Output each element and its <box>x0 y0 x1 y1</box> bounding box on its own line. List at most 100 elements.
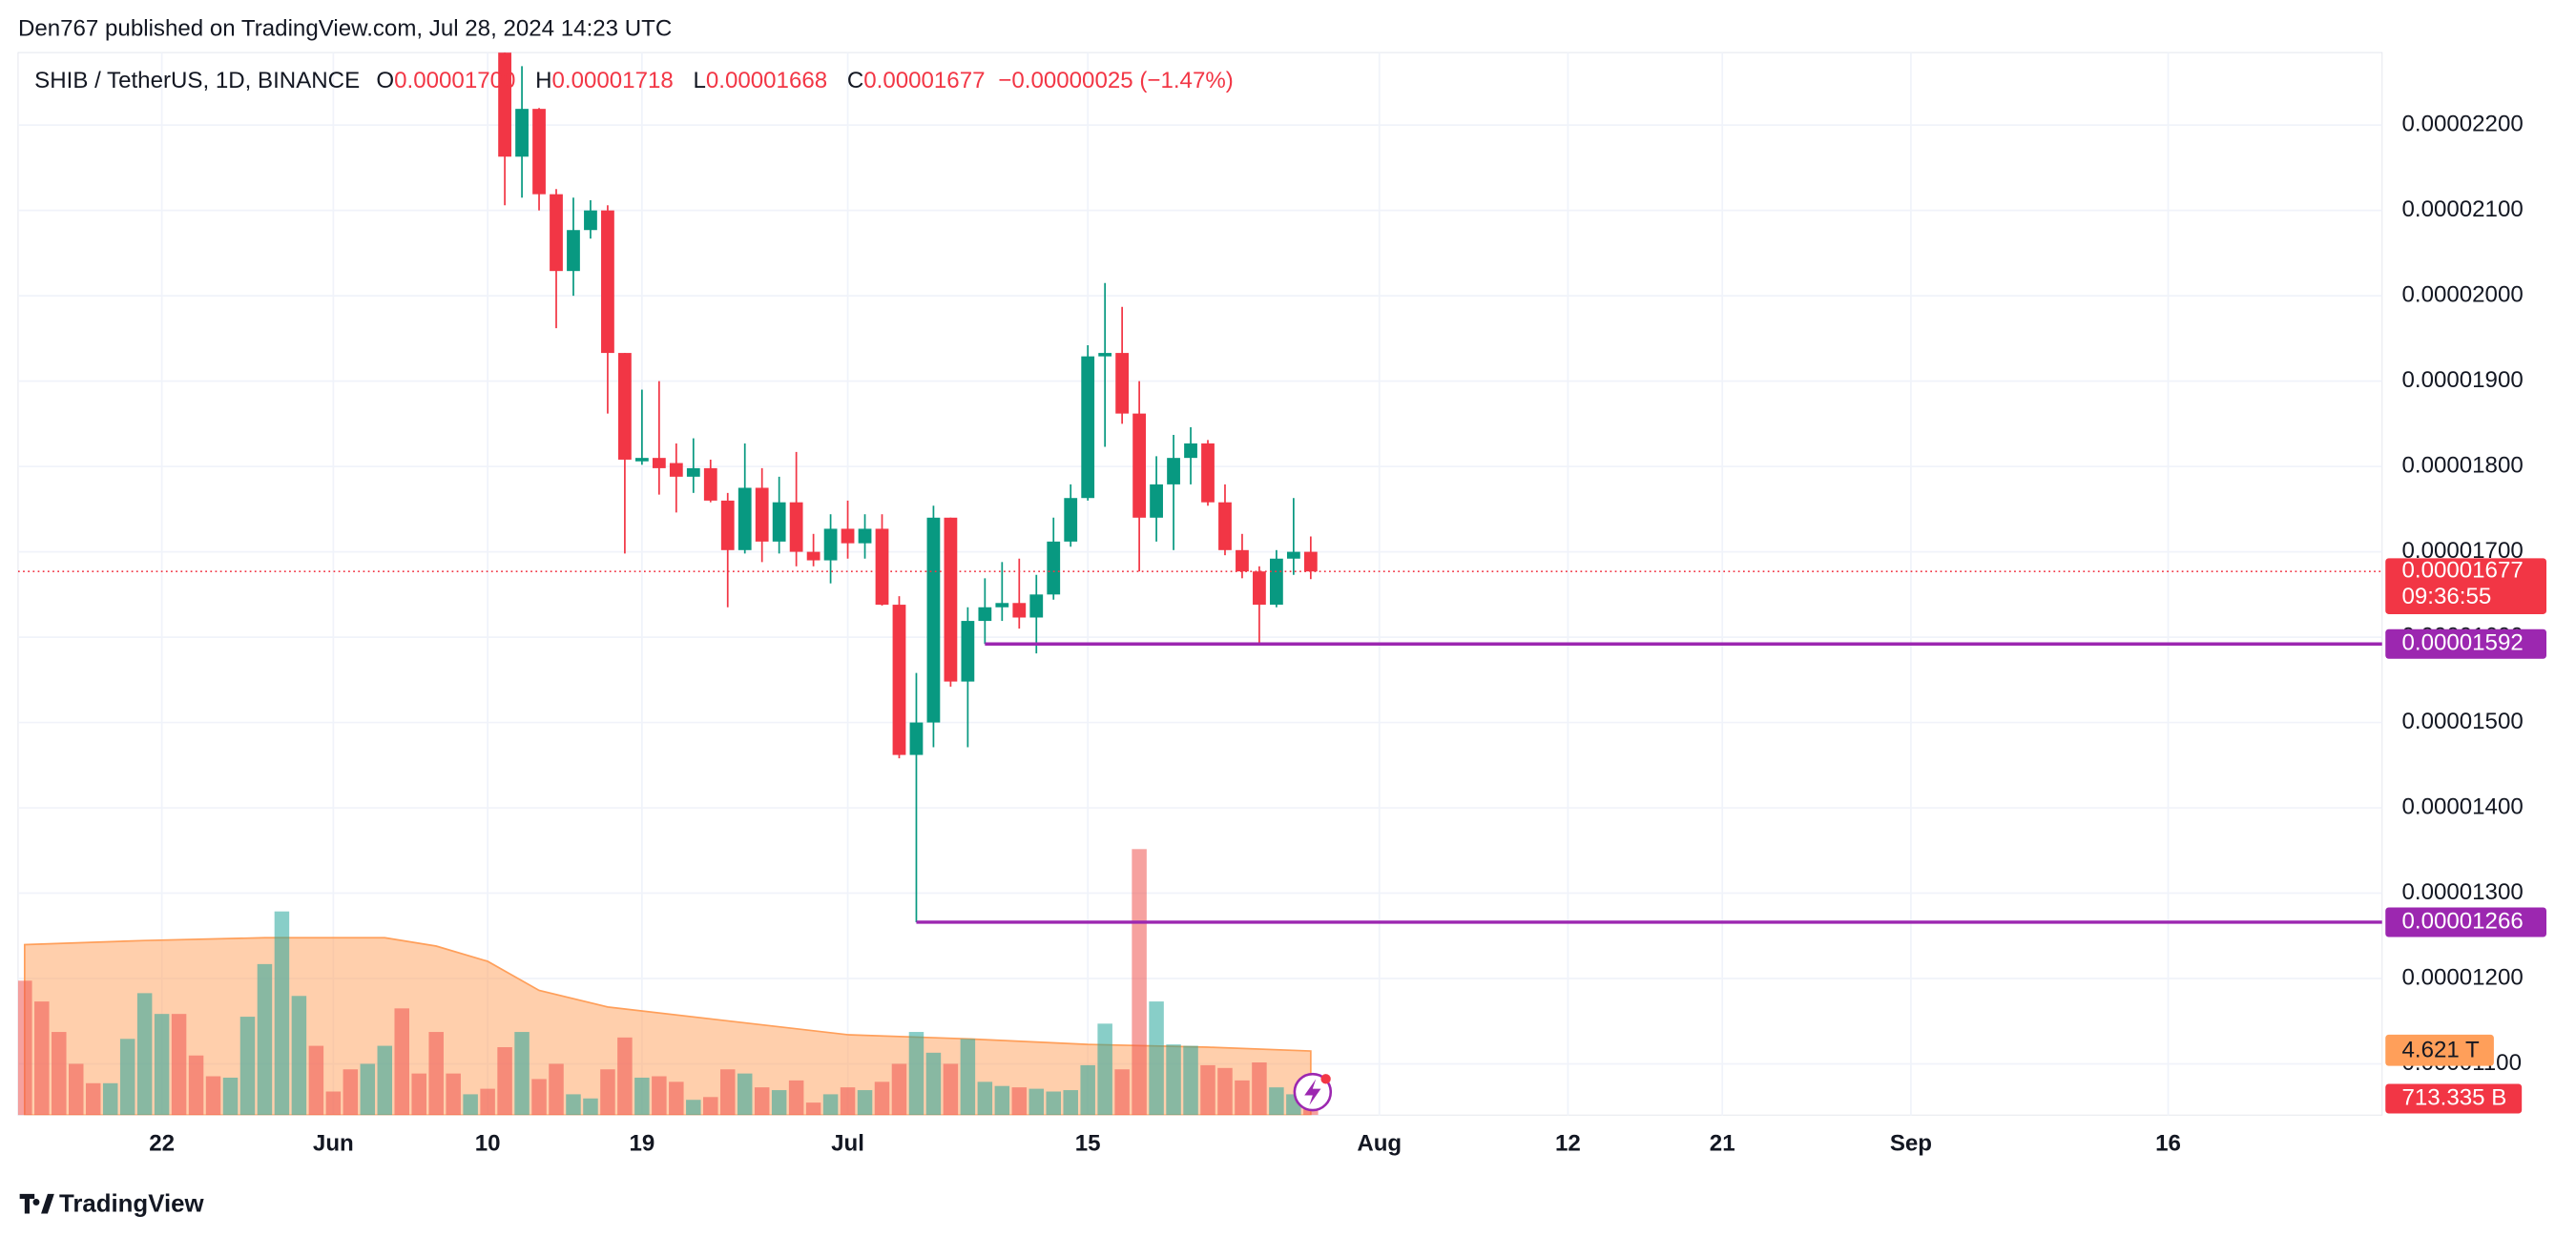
volume-bar <box>428 1032 444 1116</box>
volume-bar <box>1149 1001 1164 1116</box>
candle-body <box>978 607 992 622</box>
candle-body <box>669 463 683 477</box>
candle-body <box>720 500 735 550</box>
volume-bar <box>719 1069 736 1116</box>
volume-bar <box>85 1082 101 1116</box>
volume-bar <box>1011 1087 1028 1116</box>
volume-bar <box>840 1087 856 1116</box>
candle-body <box>634 458 649 462</box>
candle-body <box>567 230 580 272</box>
legend-key: C <box>847 68 863 93</box>
volume-bar <box>908 1032 924 1116</box>
candle-body <box>995 603 1009 608</box>
candle-body <box>737 487 752 550</box>
candle-body <box>944 517 958 682</box>
volume-bar <box>136 993 153 1116</box>
volume-bar <box>1166 1044 1181 1116</box>
volume-last-box <box>2385 1083 2523 1114</box>
legend-value: 0.00001718 <box>551 68 673 93</box>
candle-body <box>1286 551 1300 559</box>
candle-body <box>1270 558 1283 606</box>
volume-bar <box>703 1097 718 1116</box>
legend-value: 0.00001700 <box>394 68 515 93</box>
volume-bar <box>771 1090 787 1116</box>
volume-bar <box>1235 1080 1250 1116</box>
candle-body <box>584 210 597 231</box>
volume-bar <box>394 1008 409 1116</box>
y-tick-label: 0.00001900 <box>2401 367 2523 393</box>
overlay: 22Jun1019Jul15Aug1221Sep160.000011000.00… <box>149 112 2547 1157</box>
countdown-label: 09:36:55 <box>2401 584 2491 609</box>
volume-bar <box>925 1052 942 1116</box>
candle-body <box>601 210 614 354</box>
legend-change: −0.00000025 (−1.47%) <box>998 68 1234 93</box>
volume-bar <box>69 1063 84 1116</box>
volume-bar <box>1028 1088 1045 1116</box>
volume-bar <box>222 1077 239 1116</box>
level-label-box <box>2385 907 2547 937</box>
volume-bar <box>822 1094 839 1116</box>
candle-body <box>1253 571 1266 606</box>
x-tick-label: 10 <box>475 1131 501 1157</box>
volume-bar <box>274 911 290 1116</box>
candle-body <box>1047 541 1061 595</box>
candle-body <box>498 52 511 157</box>
volume-bar <box>1252 1062 1267 1116</box>
volume-bar <box>960 1039 976 1116</box>
candle-body <box>515 109 529 157</box>
x-tick-label: 12 <box>1555 1131 1581 1157</box>
attribution: Den767 published on TradingView.com, Jul… <box>18 15 672 41</box>
volume-bar <box>325 1091 342 1116</box>
x-tick-label: 19 <box>629 1131 654 1157</box>
legend-key: H <box>535 68 551 93</box>
current-price-box <box>2385 558 2547 614</box>
volume-bar <box>17 980 32 1116</box>
alert-icon <box>1293 1072 1333 1112</box>
current-price-label: 0.00001677 <box>2401 558 2523 584</box>
candle-body <box>1081 356 1095 499</box>
legend: SHIB / TetherUS, 1D, BINANCE O0.00001700 H… <box>34 68 1234 93</box>
y-tick-label: 0.00002000 <box>2401 281 2523 307</box>
volume-bar <box>257 963 273 1116</box>
volume-bar <box>549 1063 564 1116</box>
volume-bar <box>119 1039 135 1116</box>
candle-body <box>532 109 546 195</box>
level-label: 0.00001266 <box>2401 908 2523 934</box>
y-tick-label: 0.00001500 <box>2401 709 2523 734</box>
volume-bar <box>891 1063 907 1116</box>
y-tick-label: 0.00001800 <box>2401 452 2523 478</box>
candle-body <box>1012 603 1027 618</box>
candle-body <box>909 722 924 755</box>
volume-bar <box>788 1080 804 1116</box>
candle-body <box>652 458 666 468</box>
legend-key: L <box>693 68 705 93</box>
volume-bar <box>446 1073 461 1116</box>
candle-body <box>1029 594 1044 618</box>
candle-body <box>550 194 563 272</box>
candle-body <box>858 528 872 544</box>
volume-bar <box>994 1085 1010 1116</box>
candle-body <box>1201 443 1215 503</box>
x-tick-label: Jun <box>313 1131 354 1157</box>
x-tick-label: 22 <box>149 1131 175 1157</box>
volume-bar <box>1097 1023 1112 1116</box>
y-tick-label: 0.00001200 <box>2401 964 2523 990</box>
candle-body <box>686 467 700 477</box>
candle-body <box>618 353 632 460</box>
candle-body <box>806 551 821 561</box>
volume-bar <box>1080 1064 1095 1116</box>
volume-bar <box>531 1079 547 1116</box>
volume-bar <box>686 1100 701 1116</box>
y-tick-label: 0.00002200 <box>2401 112 2523 137</box>
volume-bar <box>566 1094 581 1116</box>
volume-bar <box>205 1076 221 1116</box>
volume-bar <box>874 1082 890 1116</box>
volume-bar <box>1046 1091 1061 1116</box>
volume-bar <box>102 1082 118 1116</box>
legend-value: 0.00001677 <box>863 68 985 93</box>
volume-bar <box>34 1001 50 1116</box>
x-tick-label: Aug <box>1357 1131 1402 1157</box>
volume-bar <box>1269 1087 1284 1116</box>
